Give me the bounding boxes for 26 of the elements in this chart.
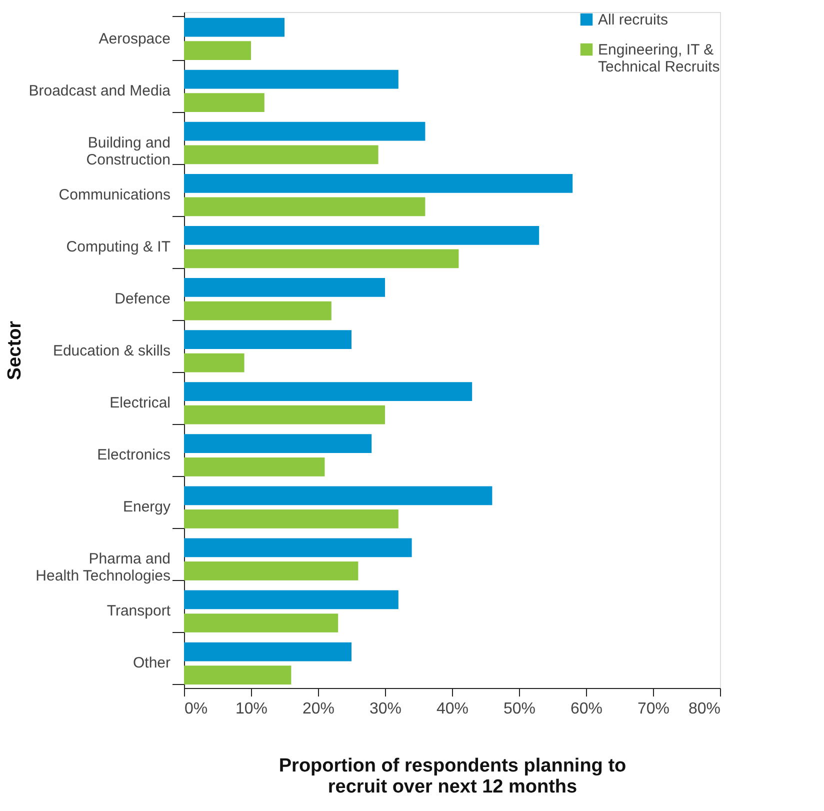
y-axis-title: Sector xyxy=(4,320,26,380)
y-tick-label: Electronics xyxy=(97,446,170,464)
x-tick-label: 40% xyxy=(436,700,469,718)
y-tick-label: Communications xyxy=(58,186,170,204)
x-tick-label: 50% xyxy=(503,700,536,718)
legend-label: Engineering, IT & Technical Recruits xyxy=(598,42,720,76)
y-tick-label: Education & skills xyxy=(52,342,170,360)
y-tick-label: Electrical xyxy=(110,394,170,412)
y-tick-label: Defence xyxy=(114,290,170,308)
y-tick-label: Building and Construction xyxy=(86,134,170,168)
y-tick-label: Aerospace xyxy=(98,30,170,48)
x-tick-label: 30% xyxy=(369,700,402,718)
y-tick-label: Computing & IT xyxy=(66,238,170,256)
x-axis-title: Proportion of respondents planning to recruit over next 12 months xyxy=(278,756,626,798)
legend-label: All recruits xyxy=(598,12,668,28)
x-tick-label: 20% xyxy=(302,700,335,718)
x-tick-label: 70% xyxy=(637,700,670,718)
x-tick-label: 0% xyxy=(184,700,208,718)
y-tick-label: Broadcast and Media xyxy=(28,82,172,100)
x-tick-label: 10% xyxy=(235,700,268,718)
y-tick-label: Energy xyxy=(122,498,171,516)
y-tick-label: Transport xyxy=(106,602,172,620)
x-tick-label: 60% xyxy=(570,700,603,718)
x-tick-label: 80% xyxy=(688,700,720,718)
y-tick-label: Pharma and Health Technologies xyxy=(36,550,170,585)
y-tick-label: Other xyxy=(132,654,171,672)
